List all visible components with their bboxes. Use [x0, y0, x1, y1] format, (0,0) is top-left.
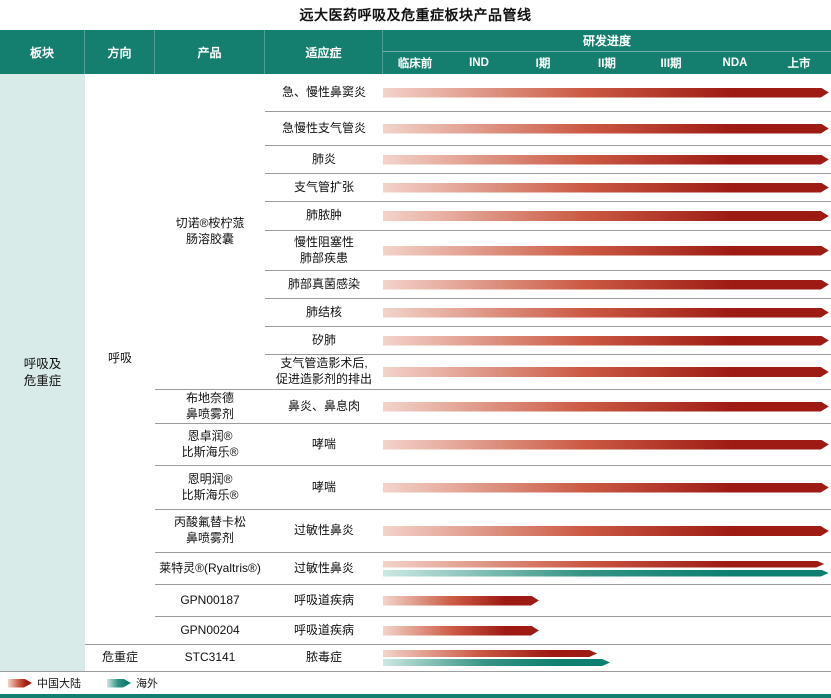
mainland-china-progress-bar: [383, 211, 829, 221]
indication-cell: 脓毒症: [265, 645, 383, 672]
product-cell: 布地奈德 鼻喷雾剂: [155, 390, 265, 424]
legend-item-mainland-china: 中国大陆: [8, 675, 81, 691]
mainland-china-progress-bar: [383, 367, 829, 377]
product-cell: STC3141: [155, 645, 265, 672]
indication-cell: 肺结核: [265, 299, 383, 327]
phase-label-2: IND: [469, 57, 489, 69]
product-cell: 恩卓润® 比斯海乐®: [155, 424, 265, 466]
indication-cell: 肺炎: [265, 146, 383, 174]
indication-cell: 哮喘: [265, 466, 383, 510]
progress-cell: [383, 299, 831, 327]
overseas-progress-bar: [383, 659, 610, 666]
progress-cell: [383, 174, 831, 202]
progress-cell: [383, 617, 831, 645]
indication-cell: 哮喘: [265, 424, 383, 466]
direction-cell: 呼吸: [85, 74, 155, 645]
header-phases: 临床前 IND I期 II期 III期 NDA 上市: [383, 52, 831, 74]
mainland-china-progress-bar: [383, 246, 829, 256]
phase-label-7: 上市: [787, 58, 811, 70]
indication-cell: 过敏性鼻炎: [265, 510, 383, 553]
indication-cell: 急慢性支气管炎: [265, 112, 383, 146]
progress-cell: [383, 146, 831, 174]
mainland-china-legend-swatch: [8, 679, 32, 688]
indication-cell: 肺部真菌感染: [265, 271, 383, 299]
progress-cell: [383, 112, 831, 146]
indication-cell: 慢性阻塞性 肺部疾患: [265, 231, 383, 271]
mainland-china-progress-bar: [383, 440, 829, 450]
overseas-progress-bar: [383, 570, 829, 577]
mainland-china-progress-bar: [383, 596, 539, 606]
header-product: 产品: [155, 30, 265, 74]
legend-item-overseas: 海外: [107, 675, 158, 691]
progress-cell: [383, 327, 831, 355]
product-cell: 丙酸氟替卡松 鼻喷雾剂: [155, 510, 265, 553]
mainland-china-progress-bar: [383, 626, 539, 636]
phase-label-4: II期: [598, 58, 616, 70]
product-cell: GPN00187: [155, 585, 265, 617]
progress-cell: [383, 466, 831, 510]
progress-cell: [383, 355, 831, 390]
phase-label-5: III期: [660, 58, 682, 70]
phase-label-3: I期: [535, 58, 551, 70]
page-title: 远大医药呼吸及危重症板块产品管线: [299, 7, 532, 23]
legend: 中国大陆 海外: [0, 672, 831, 694]
pipeline-body: 呼吸及 危重症 呼吸 切诺®桉柠蒎 肠溶胶囊 急、慢性鼻窦炎 急慢性支气管炎 肺炎 支气管扩…: [0, 74, 831, 672]
header-direction: 方向: [85, 30, 155, 74]
header-progress: 研发进度 临床前 IND I期 II期 III期 NDA 上市: [383, 30, 831, 74]
progress-cell: [383, 585, 831, 617]
mainland-china-progress-bar: [383, 155, 829, 165]
mainland-china-progress-bar: [383, 483, 829, 493]
legend-label-overseas: 海外: [136, 678, 158, 690]
indication-cell: 急、慢性鼻窦炎: [265, 74, 383, 112]
indication-cell: 肺脓肿: [265, 202, 383, 231]
legend-label-mainland-china: 中国大陆: [37, 678, 81, 690]
product-cell: 恩明润® 比斯海乐®: [155, 466, 265, 510]
overseas-legend-swatch: [107, 679, 131, 688]
product-cell: GPN00204: [155, 617, 265, 645]
mainland-china-progress-bar: [383, 308, 829, 318]
mainland-china-progress-bar: [383, 280, 829, 290]
indication-cell: 支气管扩张: [265, 174, 383, 202]
progress-cell: [383, 74, 831, 112]
indication-cell: 呼吸道疾病: [265, 585, 383, 617]
progress-cell: [383, 271, 831, 299]
table-header: 板块 方向 产品 适应症 研发进度 临床前 IND I期 II期 III期 NDA 上市: [0, 30, 831, 74]
bottom-accent-strip: [0, 694, 831, 698]
mainland-china-progress-bar: [383, 650, 597, 657]
mainland-china-progress-bar: [383, 402, 829, 412]
header-sector: 板块: [0, 30, 85, 74]
header-progress-title: 研发进度: [383, 30, 831, 52]
phase-label-6: NDA: [722, 57, 748, 69]
progress-cell: [383, 202, 831, 231]
indication-cell: 支气管造影术后, 促进造影剂的排出: [265, 355, 383, 390]
indication-cell: 鼻炎、鼻息肉: [265, 390, 383, 424]
indication-cell: 过敏性鼻炎: [265, 553, 383, 585]
product-cell: 切诺®桉柠蒎 肠溶胶囊: [155, 74, 265, 390]
progress-cell: [383, 424, 831, 466]
mainland-china-progress-bar: [383, 561, 824, 568]
progress-cell: [383, 645, 831, 672]
phase-label-1: 临床前: [397, 58, 433, 70]
direction-cell: 危重症: [85, 645, 155, 672]
indication-cell: 矽肺: [265, 327, 383, 355]
progress-cell: [383, 553, 831, 585]
progress-cell: [383, 510, 831, 553]
mainland-china-progress-bar: [383, 124, 829, 134]
indication-cell: 呼吸道疾病: [265, 617, 383, 645]
sector-cell: 呼吸及 危重症: [0, 74, 85, 672]
product-cell: 莱特灵®(Ryaltris®): [155, 553, 265, 585]
mainland-china-progress-bar: [383, 183, 829, 193]
mainland-china-progress-bar: [383, 336, 829, 346]
mainland-china-progress-bar: [383, 88, 829, 98]
header-indication: 适应症: [265, 30, 383, 74]
mainland-china-progress-bar: [383, 526, 829, 536]
progress-cell: [383, 231, 831, 271]
progress-cell: [383, 390, 831, 424]
